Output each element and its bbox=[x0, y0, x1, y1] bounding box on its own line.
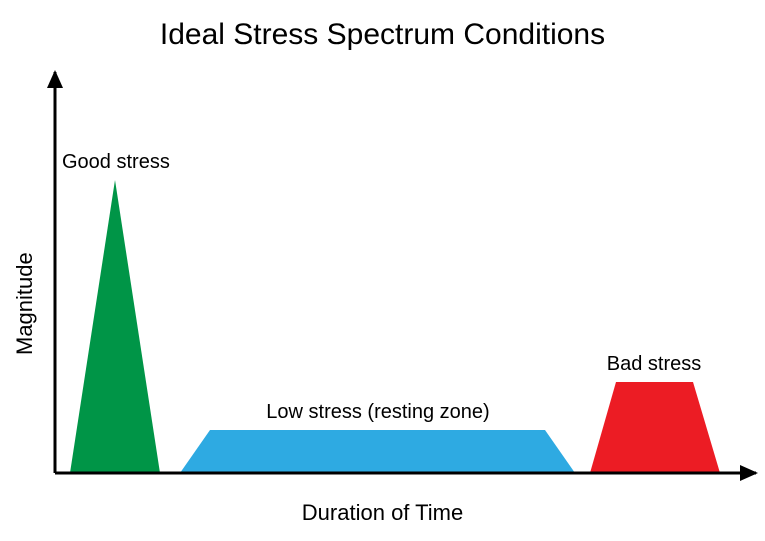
shape-low-stress bbox=[180, 430, 575, 473]
chart-root: { "chart": { "type": "infographic", "tit… bbox=[0, 0, 765, 541]
y-axis-arrowhead-icon bbox=[47, 70, 63, 88]
shape-good-stress bbox=[70, 180, 160, 473]
label-low-stress: Low stress (resting zone) bbox=[266, 401, 489, 423]
shape-bad-stress bbox=[590, 382, 720, 473]
label-good-stress: Good stress bbox=[62, 151, 170, 173]
plot-area: Good stress Low stress (resting zone) Bad … bbox=[0, 0, 765, 541]
label-bad-stress: Bad stress bbox=[607, 353, 701, 375]
x-axis-arrowhead-icon bbox=[740, 465, 758, 481]
